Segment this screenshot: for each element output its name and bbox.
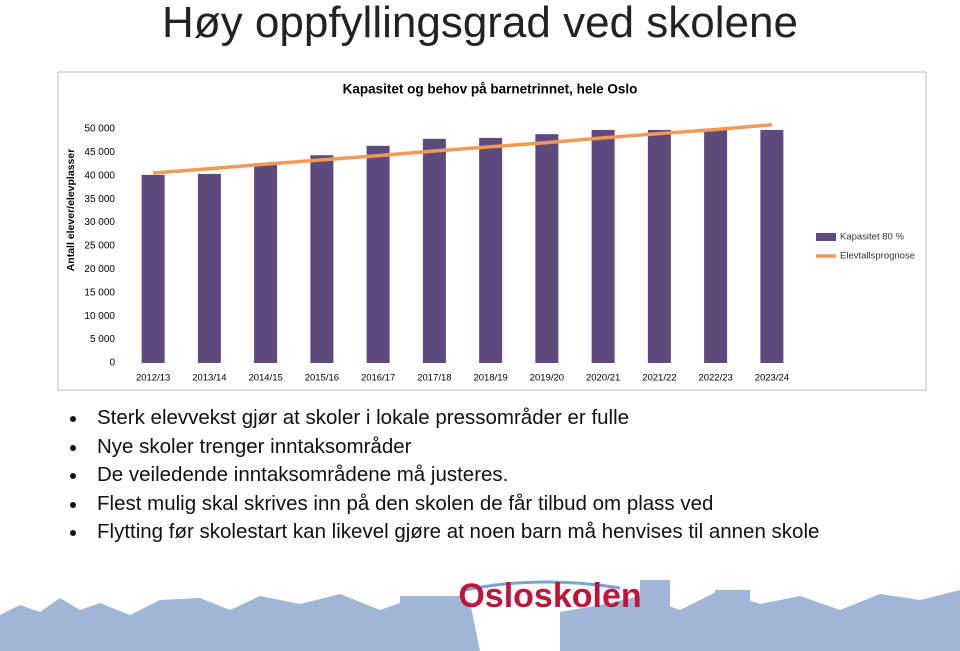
x-tick-label: 2017/18 — [417, 373, 451, 384]
bullet: Nye skoler trenger inntaksområder — [70, 433, 819, 462]
bar — [535, 134, 559, 363]
bar — [704, 129, 728, 363]
y-tick-label: 25 000 — [84, 241, 115, 252]
y-tick-label: 10 000 — [84, 311, 115, 322]
x-tick-label: 2020/21 — [586, 373, 620, 384]
y-tick-label: 40 000 — [84, 170, 115, 181]
x-tick-label: 2014/15 — [248, 373, 282, 384]
bullet-list: Sterk elevvekst gjør at skoler i lokale … — [70, 404, 819, 547]
y-tick-label: 15 000 — [84, 287, 115, 298]
legend-label: Elevtallsprognose — [840, 251, 915, 262]
bar — [760, 129, 784, 363]
bar — [254, 163, 278, 363]
bar — [422, 138, 446, 363]
bar — [310, 155, 334, 363]
y-tick-label: 50 000 — [84, 124, 115, 135]
y-tick-label: 20 000 — [84, 264, 115, 275]
x-tick-label: 2013/14 — [192, 373, 226, 384]
skyline — [0, 580, 960, 651]
x-tick-label: 2012/13 — [136, 373, 170, 384]
x-tick-label: 2015/16 — [305, 373, 339, 384]
y-axis-label: Antall elever/elevplasser — [65, 149, 77, 272]
x-tick-label: 2021/22 — [642, 373, 676, 384]
bullet: Flytting før skolestart kan likevel gjør… — [70, 518, 819, 547]
legend-swatch — [816, 233, 836, 241]
chart-title: Kapasitet og behov på barnetrinnet, hele… — [343, 82, 638, 97]
bar — [197, 173, 221, 363]
bar — [366, 145, 390, 363]
y-tick-label: 30 000 — [84, 217, 115, 228]
bar — [647, 129, 671, 363]
y-tick-label: 5 000 — [90, 334, 115, 345]
y-tick-label: 45 000 — [84, 147, 115, 158]
y-tick-label: 0 — [109, 358, 115, 369]
x-tick-label: 2019/20 — [530, 373, 564, 384]
bar — [479, 137, 503, 363]
x-tick-label: 2023/24 — [755, 373, 789, 384]
bullet: Sterk elevvekst gjør at skoler i lokale … — [70, 404, 819, 433]
bar — [141, 174, 165, 363]
y-tick-label: 35 000 — [84, 194, 115, 205]
x-tick-label: 2022/23 — [698, 373, 732, 384]
x-tick-label: 2018/19 — [473, 373, 507, 384]
logo-swoosh — [464, 580, 621, 592]
bullet: Flest mulig skal skrives inn på den skol… — [70, 490, 819, 519]
legend-label: Kapasitet 80 % — [840, 232, 904, 243]
slide-title: Høy oppfyllingsgrad ved skolene — [162, 0, 798, 47]
bar — [591, 129, 615, 363]
bullet: De veiledende inntaksområdene må justere… — [70, 461, 819, 490]
line — [152, 123, 773, 175]
logo: Osloskolen — [458, 577, 641, 615]
x-tick-label: 2016/17 — [361, 373, 395, 384]
